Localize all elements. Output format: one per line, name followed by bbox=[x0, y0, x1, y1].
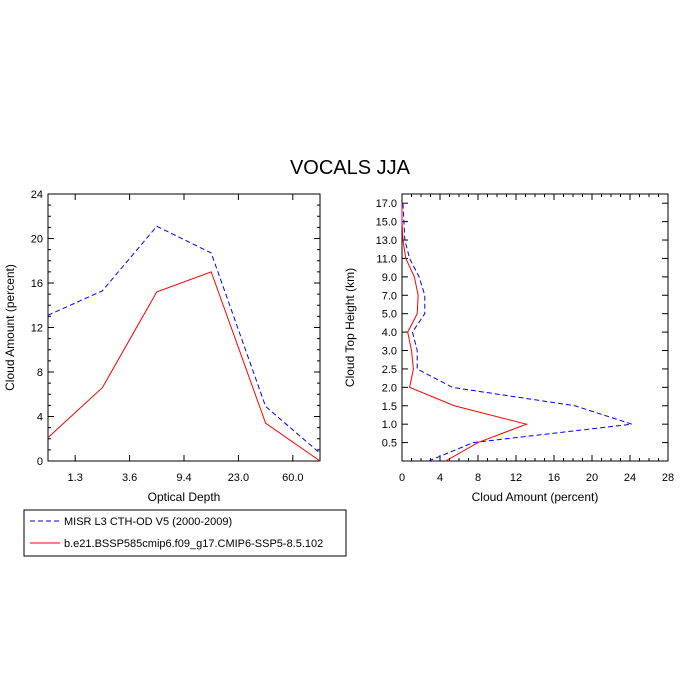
right-y-tick-label: 11.0 bbox=[376, 253, 397, 265]
right-y-tick-label: 1.0 bbox=[382, 419, 397, 431]
left-y-tick-label: 12 bbox=[31, 323, 43, 335]
legend: MISR L3 CTH-OD V5 (2000-2009) b.e21.BSSP… bbox=[23, 509, 347, 557]
right-y-tick-label: 2.0 bbox=[382, 382, 397, 394]
right-x-tick-label: 28 bbox=[662, 472, 674, 484]
right-y-tick-label: 13.0 bbox=[376, 235, 397, 247]
chart-title: VOCALS JJA bbox=[290, 157, 411, 179]
left-y-tick-label: 4 bbox=[37, 412, 43, 424]
left-x-tick-label: 9.4 bbox=[176, 472, 191, 484]
right-series-line-model bbox=[401, 203, 529, 462]
left-y-axis-label: Cloud Amount (percent) bbox=[3, 264, 17, 391]
right-series-line-obs bbox=[402, 203, 633, 462]
right-x-tick-label: 8 bbox=[475, 472, 481, 484]
right-y-tick-label: 1.5 bbox=[382, 401, 397, 413]
left-y-tick-label: 8 bbox=[37, 367, 43, 379]
right-x-tick-label: 4 bbox=[437, 472, 443, 484]
left-y-tick-label: 20 bbox=[31, 234, 43, 246]
legend-box bbox=[23, 509, 347, 557]
left-x-axis-label: Optical Depth bbox=[148, 490, 221, 504]
right-x-tick-label: 12 bbox=[510, 472, 522, 484]
left-x-tick-label: 23.0 bbox=[228, 472, 249, 484]
right-x-axis-label: Cloud Amount (percent) bbox=[472, 490, 599, 504]
right-y-tick-label: 7.0 bbox=[382, 290, 397, 302]
left-y-tick-label: 0 bbox=[37, 456, 43, 468]
optical-depth-panel: 0 4 8 12 16 20 24 1.3 3.6 9.4 23.0 60.0 Optical Dept… bbox=[3, 189, 321, 504]
right-x-tick-label: 16 bbox=[548, 472, 560, 484]
legend-label-obs: MISR L3 CTH-OD V5 (2000-2009) bbox=[64, 516, 232, 528]
cloud-top-height-panel: 0 4 8 12 16 20 24 28 0.5 1.0 1.5 2.0 2.5 3.0 4.0 5.0 7.0… bbox=[343, 193, 674, 504]
legend-label-model: b.e21.BSSP585cmip6.f09_g17.CMIP6-SSP5-8.… bbox=[64, 538, 323, 550]
left-y-tick-label: 24 bbox=[31, 189, 43, 201]
left-x-tick-label: 60.0 bbox=[282, 472, 303, 484]
left-series-line-obs bbox=[47, 225, 321, 454]
right-y-axis-label: Cloud Top Height (km) bbox=[343, 268, 357, 387]
right-y-tick-label: 2.5 bbox=[382, 364, 397, 376]
right-y-tick-label: 17.0 bbox=[376, 198, 397, 210]
right-y-tick-label: 15.0 bbox=[376, 217, 397, 229]
right-y-tick-label: 3.0 bbox=[382, 346, 397, 358]
left-series-line-model bbox=[47, 271, 321, 462]
left-x-tick-label: 1.3 bbox=[68, 472, 83, 484]
right-x-tick-label: 24 bbox=[624, 472, 636, 484]
right-x-tick-label: 20 bbox=[586, 472, 598, 484]
right-y-tick-label: 9.0 bbox=[382, 272, 397, 284]
left-x-tick-label: 3.6 bbox=[122, 472, 137, 484]
right-x-tick-label: 0 bbox=[399, 472, 405, 484]
right-y-tick-label: 5.0 bbox=[382, 309, 397, 321]
right-y-tick-label: 0.5 bbox=[382, 438, 397, 450]
left-y-tick-label: 16 bbox=[31, 278, 43, 290]
right-y-tick-label: 4.0 bbox=[382, 327, 397, 339]
